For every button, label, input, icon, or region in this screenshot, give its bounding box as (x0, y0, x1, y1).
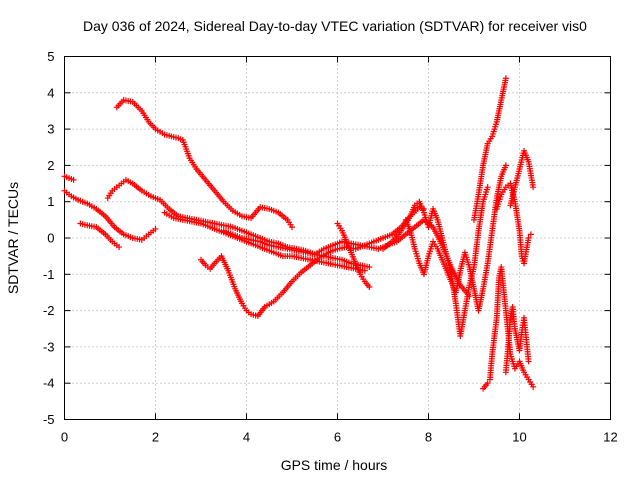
y-tick-label: -4 (43, 376, 55, 391)
y-tick-label: 2 (47, 158, 54, 173)
data-point (502, 162, 509, 169)
x-tick-label: 10 (512, 430, 526, 445)
data-point (484, 380, 491, 387)
x-tick-label: 0 (61, 430, 68, 445)
series-sat-k (402, 162, 509, 314)
series-sat-j (380, 184, 491, 340)
y-tick-label: 5 (47, 49, 54, 64)
series-sat-d (61, 173, 77, 183)
gridlines (64, 56, 611, 420)
data-points (61, 75, 537, 392)
y-tick-label: 0 (47, 231, 54, 246)
x-tick-label: 2 (152, 430, 159, 445)
y-tick-label: 4 (47, 85, 54, 100)
data-point (484, 184, 491, 191)
data-point (530, 383, 537, 390)
x-axis-label: GPS time / hours (281, 457, 388, 473)
y-tick-label: -1 (43, 267, 55, 282)
data-point (527, 231, 534, 238)
y-tick-labels: 5 4 3 2 1 0 -1 -2 -3 -4 -5 (43, 49, 55, 427)
data-point (116, 244, 123, 251)
data-point (366, 284, 373, 291)
y-tick-label: -5 (43, 412, 55, 427)
series-sat-h (220, 216, 473, 300)
data-point (525, 358, 532, 365)
chart-title: Day 036 of 2024, Sidereal Day-to-day VTE… (83, 18, 587, 34)
data-point (502, 75, 509, 82)
data-point (361, 267, 368, 274)
x-tick-label: 12 (603, 430, 617, 445)
series-sat-p (502, 303, 532, 376)
data-point (70, 176, 77, 183)
series-sat-o (507, 147, 537, 209)
series-sat-i (334, 220, 373, 291)
y-axis-label: SDTVAR / TECUs (5, 182, 21, 294)
series-sat-c (77, 220, 123, 251)
data-point (530, 184, 537, 191)
series-sat-a (113, 97, 295, 231)
x-tick-label: 6 (334, 430, 341, 445)
data-point (366, 264, 373, 271)
series-sat-n (493, 180, 534, 267)
axis-ticks (64, 56, 611, 420)
series-sat-e (104, 176, 373, 271)
y-tick-label: -3 (43, 339, 55, 354)
data-point (525, 235, 532, 241)
y-tick-label: -2 (43, 303, 55, 318)
data-point (152, 225, 159, 232)
x-tick-label: 4 (243, 430, 250, 445)
data-point (289, 224, 295, 231)
x-tick-label: 8 (425, 430, 432, 445)
series-sat-b (61, 187, 159, 243)
y-tick-label: 1 (47, 194, 54, 209)
series-sat-g (198, 204, 427, 320)
series-sat-l (471, 75, 509, 223)
y-tick-label: 3 (47, 122, 54, 137)
x-tick-labels: 0 2 4 6 8 10 12 (61, 430, 618, 445)
